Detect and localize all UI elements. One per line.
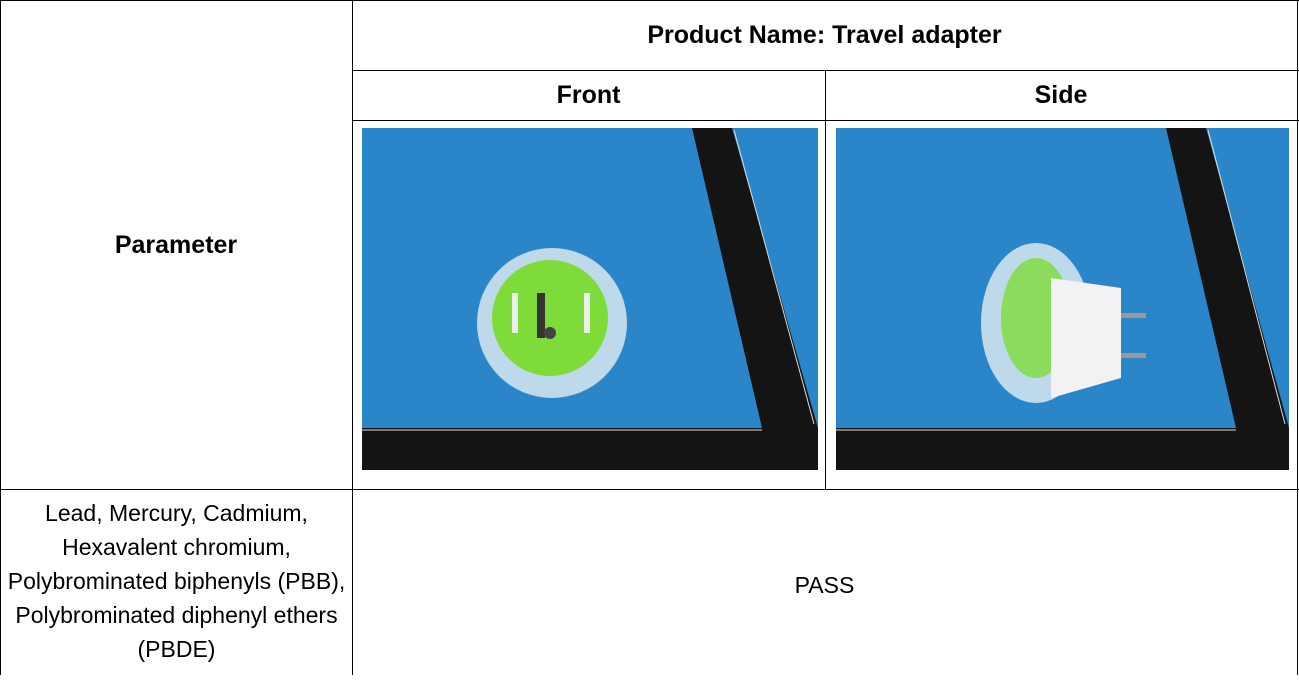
result: PASS (794, 572, 855, 598)
border (352, 0, 353, 675)
page: {"header": {"parameter": "Parameter", "t… (0, 0, 1299, 675)
border (0, 489, 1299, 490)
parameter-header: Parameter (114, 230, 238, 259)
side-photo (836, 128, 1289, 470)
parameter-list: Lead, Mercury, Cadmium, Hexavalent chrom… (7, 500, 346, 662)
border (825, 70, 826, 490)
column-header: Front (556, 80, 621, 109)
border (0, 0, 1, 675)
column-header: Side (1034, 80, 1088, 109)
border (1297, 0, 1298, 675)
border (0, 0, 1299, 1)
front-photo (362, 128, 818, 470)
product-title: Product Name: Travel adapter (647, 20, 1002, 49)
